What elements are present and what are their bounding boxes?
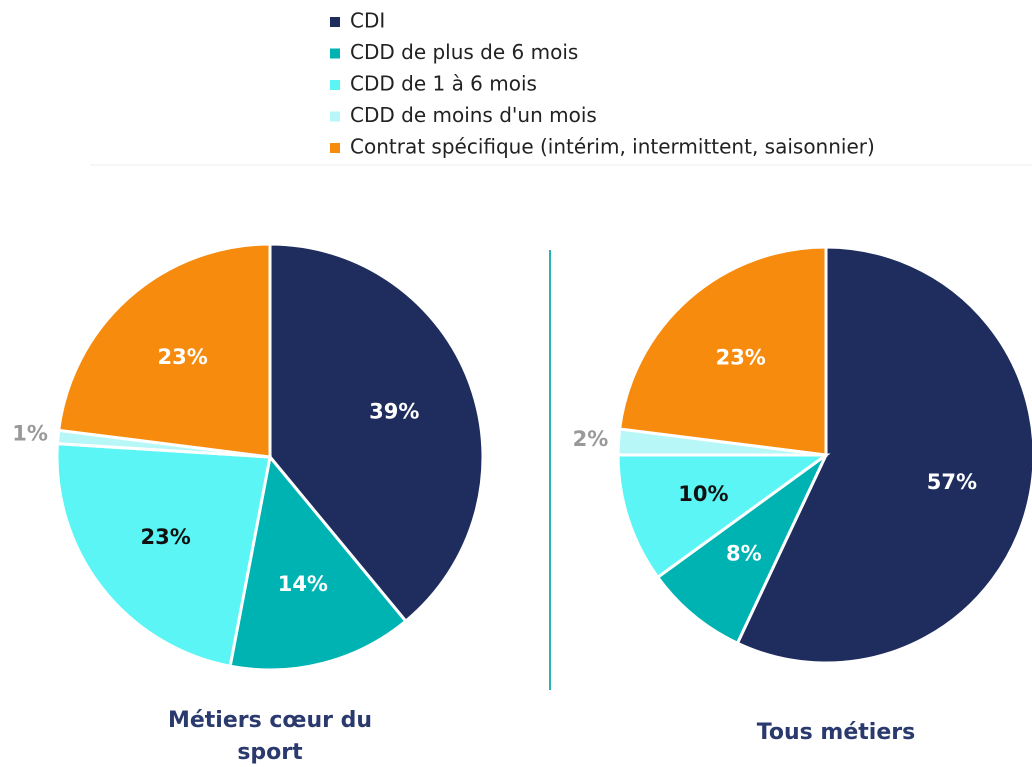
- pie-slice: [55, 442, 272, 668]
- data-label: 57%: [927, 470, 977, 494]
- pie-title: Métiers cœur du sport: [167, 708, 373, 765]
- legend-swatch: [330, 111, 340, 122]
- data-label: 10%: [678, 482, 728, 506]
- legend-label: CDD de moins d'un mois: [350, 103, 597, 127]
- data-label: 39%: [369, 399, 419, 423]
- data-label: 2%: [573, 427, 609, 451]
- legend-swatch: [330, 17, 340, 27]
- pie-slice: [655, 453, 828, 646]
- data-label: 23%: [141, 525, 191, 549]
- data-label: 23%: [716, 345, 766, 369]
- data-label: 8%: [726, 541, 762, 565]
- data-label: 14%: [278, 572, 328, 596]
- data-label: 23%: [158, 345, 208, 369]
- legend-label: CDI: [350, 9, 385, 33]
- pie-slice: [228, 453, 408, 672]
- legend-label: Contrat spécifique (intérim, intermitten…: [350, 135, 875, 159]
- legend-label: CDD de 1 à 6 mois: [350, 72, 537, 96]
- pie-slice: [616, 453, 831, 580]
- pie-slice: [617, 245, 828, 457]
- legend-label: CDD de plus de 6 mois: [350, 40, 578, 64]
- legend-swatch: [330, 48, 340, 59]
- legend-swatch: [330, 143, 340, 153]
- pie-slice: [268, 242, 485, 624]
- pie-title: Tous métiers: [756, 720, 916, 745]
- legend-swatch: [330, 80, 340, 90]
- pie-slice: [735, 245, 1032, 665]
- data-label: 1%: [12, 421, 48, 445]
- pie-slice: [57, 242, 272, 459]
